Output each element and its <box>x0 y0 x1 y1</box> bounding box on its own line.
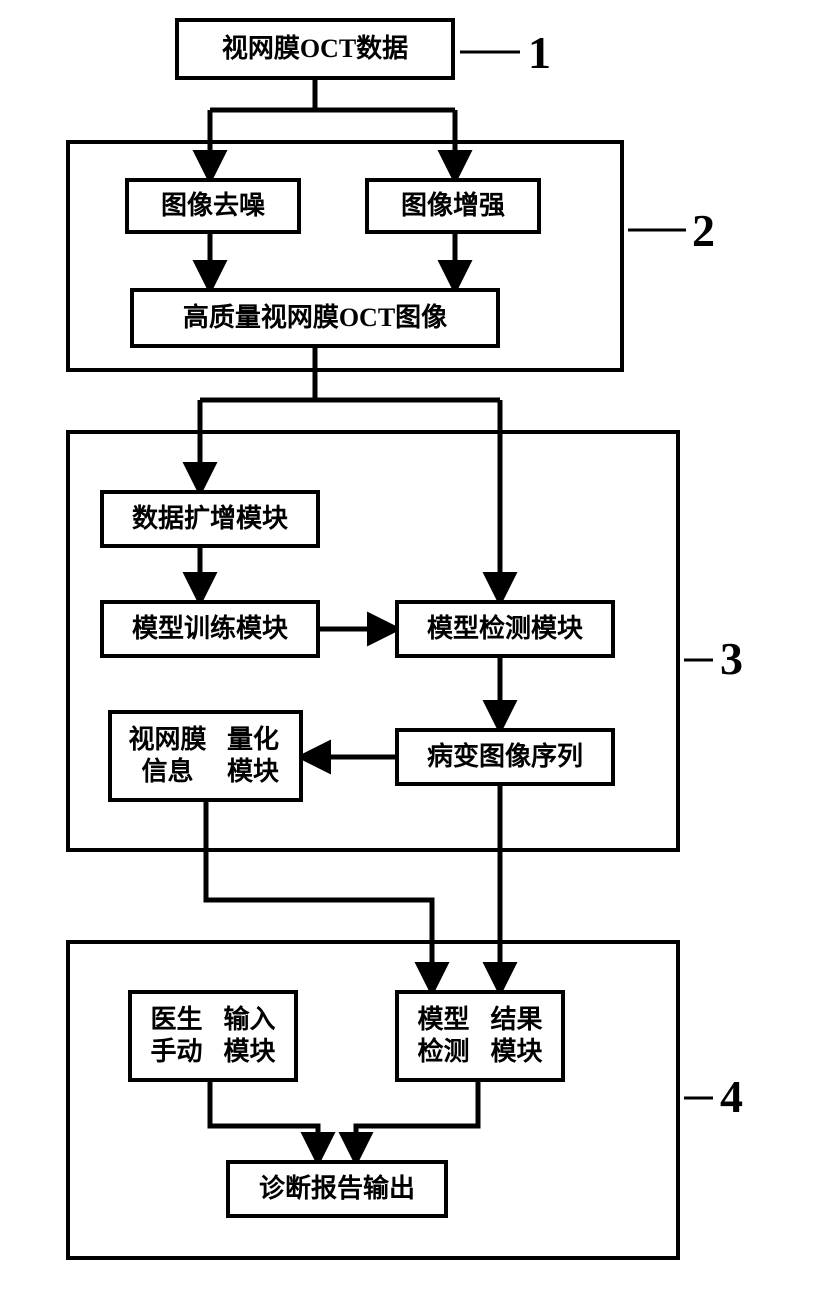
node-n1: 视网膜OCT数据 <box>175 18 455 80</box>
node-n3e: 视网膜信息量化模块 <box>108 710 303 802</box>
node-n3b: 模型训练模块 <box>100 600 320 658</box>
section-label-l4: 4 <box>720 1074 743 1120</box>
node-n2b: 图像增强 <box>365 178 541 234</box>
flowchart-canvas: 视网膜OCT数据图像去噪图像增强高质量视网膜OCT图像数据扩增模块模型训练模块模… <box>0 0 813 1314</box>
section-label-l2: 2 <box>692 208 715 254</box>
node-n4c: 诊断报告输出 <box>226 1160 448 1218</box>
node-n2c: 高质量视网膜OCT图像 <box>130 288 500 348</box>
node-n3d: 病变图像序列 <box>395 728 615 786</box>
section-label-l1: 1 <box>528 30 551 76</box>
node-n4a: 医生手动输入模块 <box>128 990 298 1082</box>
section-label-l3: 3 <box>720 636 743 682</box>
node-n2a: 图像去噪 <box>125 178 301 234</box>
node-n3a: 数据扩增模块 <box>100 490 320 548</box>
node-n4b: 模型检测结果模块 <box>395 990 565 1082</box>
node-n3c: 模型检测模块 <box>395 600 615 658</box>
